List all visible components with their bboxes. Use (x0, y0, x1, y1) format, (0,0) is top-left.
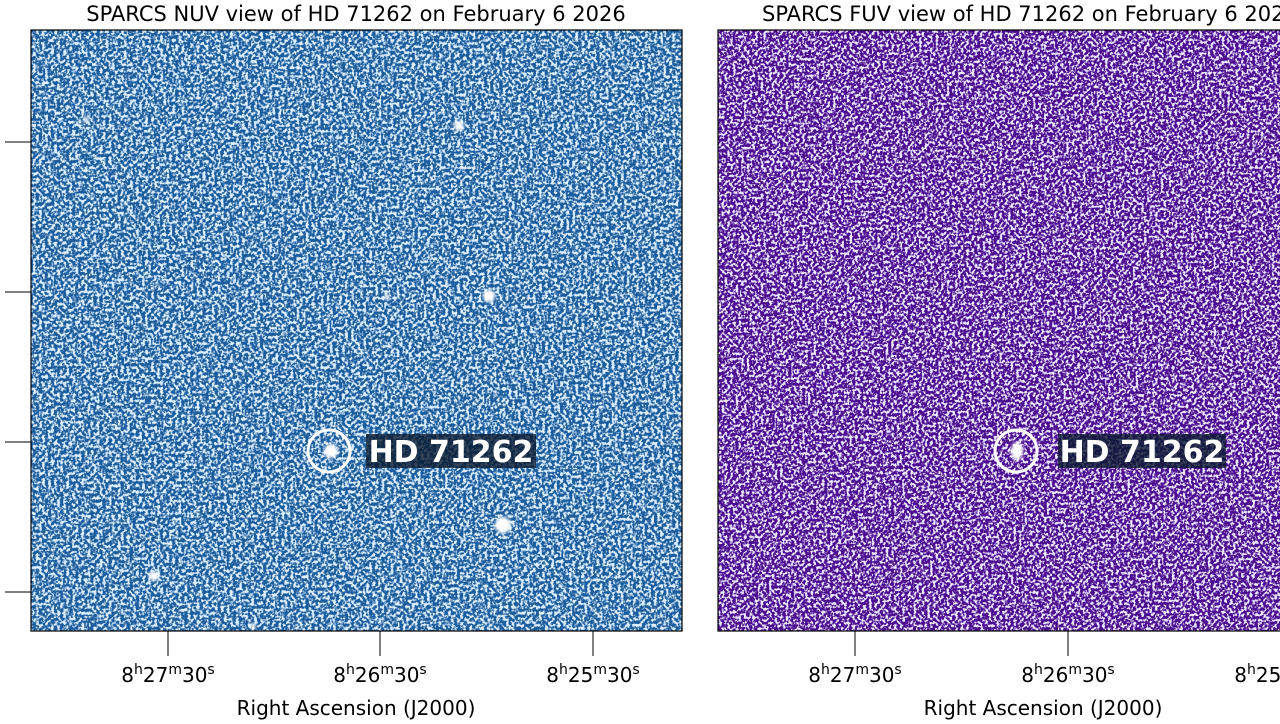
nuv-image (5, 29, 683, 632)
x-tick-label: 8h27m30s (808, 662, 901, 687)
x-tick-label: 8h26m30s (333, 662, 426, 687)
target-label: HD 71262 (369, 435, 534, 470)
target-label: HD 71262 (1060, 435, 1225, 470)
x-tick-label: 8h27m30s (121, 662, 214, 687)
x-tick-label: 8h26m30s (1021, 662, 1114, 687)
x-axis-label: Right Ascension (J2000) (237, 696, 476, 720)
label-box (1058, 434, 1226, 468)
fuv-image (717, 29, 1280, 632)
panel-title: SPARCS FUV view of HD 71262 on February … (762, 2, 1280, 26)
panel-title: SPARCS NUV view of HD 71262 on February … (86, 2, 625, 26)
x-axis-label: Right Ascension (J2000) (924, 696, 1163, 720)
x-tick-label: 8h25m30s (1234, 662, 1280, 687)
x-tick-label: 8h25m30s (546, 662, 639, 687)
label-box (366, 434, 536, 468)
